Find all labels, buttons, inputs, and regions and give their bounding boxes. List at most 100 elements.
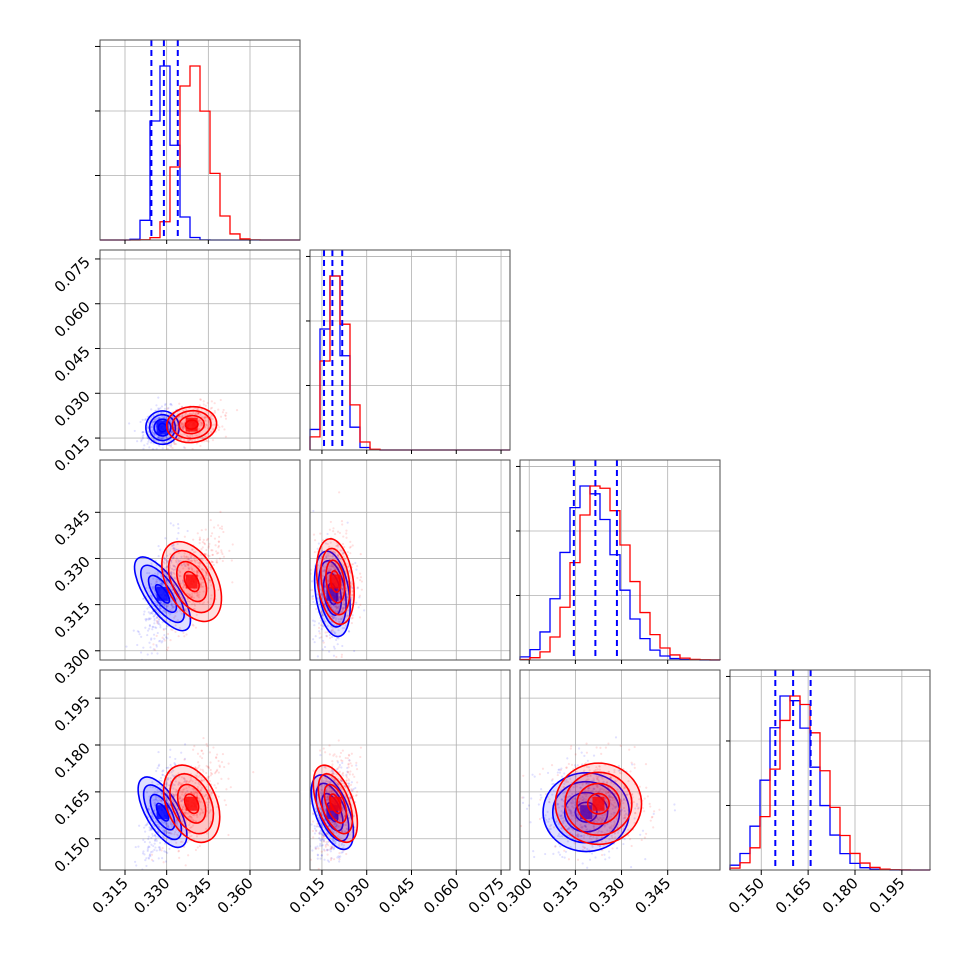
- sample-point: [158, 763, 161, 766]
- sample-point: [353, 649, 356, 653]
- sample-point: [334, 631, 337, 634]
- sample-point: [187, 556, 190, 559]
- sample-point: [317, 542, 320, 545]
- sample-point: [160, 779, 163, 782]
- sample-point: [139, 651, 143, 654]
- sample-point: [153, 839, 157, 842]
- sample-point: [182, 583, 186, 586]
- sample-point: [188, 453, 190, 455]
- sample-point: [160, 582, 163, 585]
- sample-point: [347, 766, 350, 769]
- sample-point: [350, 596, 353, 599]
- sample-point: [163, 603, 166, 606]
- sample-point: [147, 856, 150, 859]
- sample-point: [175, 548, 178, 551]
- sample-point: [192, 748, 195, 751]
- sample-point: [224, 414, 227, 417]
- sample-point: [160, 581, 163, 584]
- sample-point: [140, 635, 143, 638]
- panel-frame: [309, 459, 511, 661]
- sample-point: [163, 557, 166, 560]
- sample-point: [351, 586, 354, 589]
- sample-point: [335, 638, 338, 642]
- sample-point: [191, 623, 194, 626]
- sample-point: [150, 637, 153, 640]
- sample-point: [340, 766, 343, 769]
- sample-point: [218, 527, 222, 530]
- sample-point: [151, 420, 154, 424]
- sample-point: [304, 632, 306, 634]
- sample-point: [319, 532, 322, 535]
- sample-point: [322, 840, 326, 843]
- sample-point: [341, 542, 345, 546]
- sample-point: [176, 542, 179, 546]
- sample-point: [195, 411, 198, 414]
- sample-point: [322, 641, 325, 644]
- sample-point: [157, 555, 160, 558]
- sample-point: [158, 444, 161, 447]
- sample-point: [161, 640, 164, 643]
- sample-point: [178, 626, 181, 630]
- sample-point: [340, 653, 344, 656]
- sample-point: [142, 447, 145, 450]
- sample-point: [180, 434, 183, 437]
- sample-point: [204, 419, 207, 422]
- sample-point: [195, 569, 199, 573]
- sample-point: [183, 552, 186, 555]
- sample-point: [152, 460, 154, 462]
- sample-point: [198, 538, 202, 541]
- sample-point: [341, 644, 344, 648]
- sample-point: [152, 859, 155, 863]
- sample-point: [175, 793, 178, 796]
- sample-point: [172, 769, 175, 772]
- sample-point: [221, 552, 224, 556]
- sample-point: [326, 551, 330, 555]
- sample-point: [205, 571, 208, 574]
- density-peak: [185, 796, 198, 811]
- sample-point: [196, 412, 199, 416]
- sample-point: [351, 544, 354, 547]
- sample-point: [144, 619, 148, 622]
- sample-point: [217, 428, 220, 432]
- sample-point: [337, 605, 341, 608]
- sample-point: [180, 800, 183, 803]
- sample-point: [162, 829, 165, 832]
- sample-point: [199, 398, 202, 401]
- sample-point: [155, 578, 158, 581]
- sample-point: [149, 785, 152, 788]
- sample-point: [146, 415, 149, 418]
- sample-point: [149, 646, 152, 649]
- sample-point: [175, 823, 179, 826]
- sample-point: [320, 593, 324, 596]
- panel-frame: [99, 459, 301, 661]
- sample-point: [326, 630, 329, 634]
- sample-point: [332, 565, 335, 569]
- sample-point: [197, 411, 200, 415]
- sample-point: [338, 860, 341, 863]
- sample-point: [183, 777, 186, 780]
- sample-point: [218, 557, 222, 560]
- sample-point: [336, 554, 340, 557]
- sample-point: [335, 606, 338, 609]
- sample-point: [533, 775, 536, 778]
- sample-point: [156, 766, 159, 770]
- sample-point: [154, 572, 157, 575]
- sample-point: [189, 559, 192, 563]
- sample-point: [207, 579, 211, 582]
- sample-point: [183, 556, 186, 559]
- sample-point: [168, 756, 172, 759]
- sample-point: [198, 601, 201, 605]
- sample-point: [153, 834, 156, 837]
- sample-point: [177, 559, 180, 562]
- sample-point: [338, 858, 341, 861]
- sample-point: [160, 819, 163, 822]
- sample-point: [172, 794, 176, 797]
- sample-point: [187, 854, 190, 857]
- sample-point: [323, 603, 326, 606]
- sample-point: [196, 592, 199, 595]
- sample-point: [166, 799, 169, 802]
- sample-point: [150, 611, 153, 615]
- sample-point: [313, 624, 316, 627]
- sample-point: [177, 782, 180, 785]
- sample-point: [333, 647, 336, 650]
